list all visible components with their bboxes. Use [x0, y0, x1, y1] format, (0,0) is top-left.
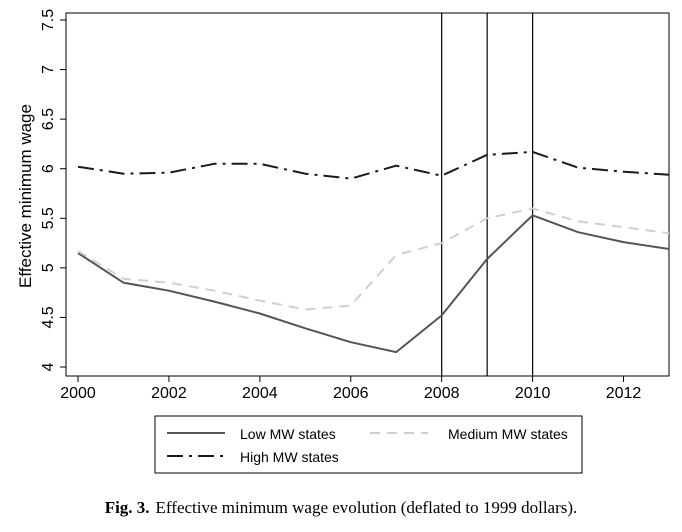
- x-tick-label: 2000: [60, 385, 96, 402]
- chart: 2000 2002 2004 2006 2008 2010 2012 4 4.5 5 5.5 6 6.…: [16, 9, 670, 474]
- y-tick-label: 6: [40, 164, 57, 173]
- y-tick-label: 6.5: [40, 108, 57, 130]
- plot-frame: [65, 12, 670, 377]
- x-tick-label: 2010: [515, 385, 551, 402]
- x-tick-label: 2004: [242, 385, 278, 402]
- caption-text: Effective minimum wage evolution (deflat…: [155, 498, 578, 517]
- x-tick-label: 2012: [606, 385, 642, 402]
- y-tick-label: 7: [40, 65, 57, 74]
- legend: Low MW states Medium MW states High MW sta…: [154, 415, 583, 474]
- x-tick-label: 2002: [151, 385, 187, 402]
- vertical-reference-lines: [441, 13, 534, 376]
- y-tick-label: 4: [40, 362, 57, 371]
- x-tick-label: 2008: [424, 385, 460, 402]
- y-tick-label: 7.5: [40, 9, 57, 31]
- y-tick-label: 5: [40, 263, 57, 272]
- y-tick-label: 4.5: [40, 306, 57, 328]
- legend-box: [154, 415, 583, 474]
- series-line-high-mw-states: [77, 150, 670, 180]
- series-line-medium-mw-states: [77, 207, 670, 311]
- series-lines: [77, 150, 670, 354]
- y-tick-label: 5.5: [40, 207, 57, 229]
- x-tick-label: 2006: [333, 385, 369, 402]
- legend-label: Low MW states: [240, 426, 336, 442]
- caption-label: Fig. 3.: [104, 498, 150, 517]
- line-chart: 2000 2002 2004 2006 2008 2010 2012 4 4.5 5 5.5 6 6.…: [16, 9, 670, 474]
- x-axis: 2000 2002 2004 2006 2008 2010 2012: [60, 375, 669, 402]
- y-axis-label: Effective minimum wage: [16, 104, 35, 288]
- figure-caption: Fig. 3. Effective minimum wage evolution …: [0, 498, 682, 518]
- y-axis: 4 4.5 5 5.5 6 6.5 7 7.5: [40, 9, 67, 371]
- series-line-low-mw-states: [77, 214, 670, 354]
- legend-label: Medium MW states: [448, 426, 568, 442]
- legend-label: High MW states: [240, 449, 339, 465]
